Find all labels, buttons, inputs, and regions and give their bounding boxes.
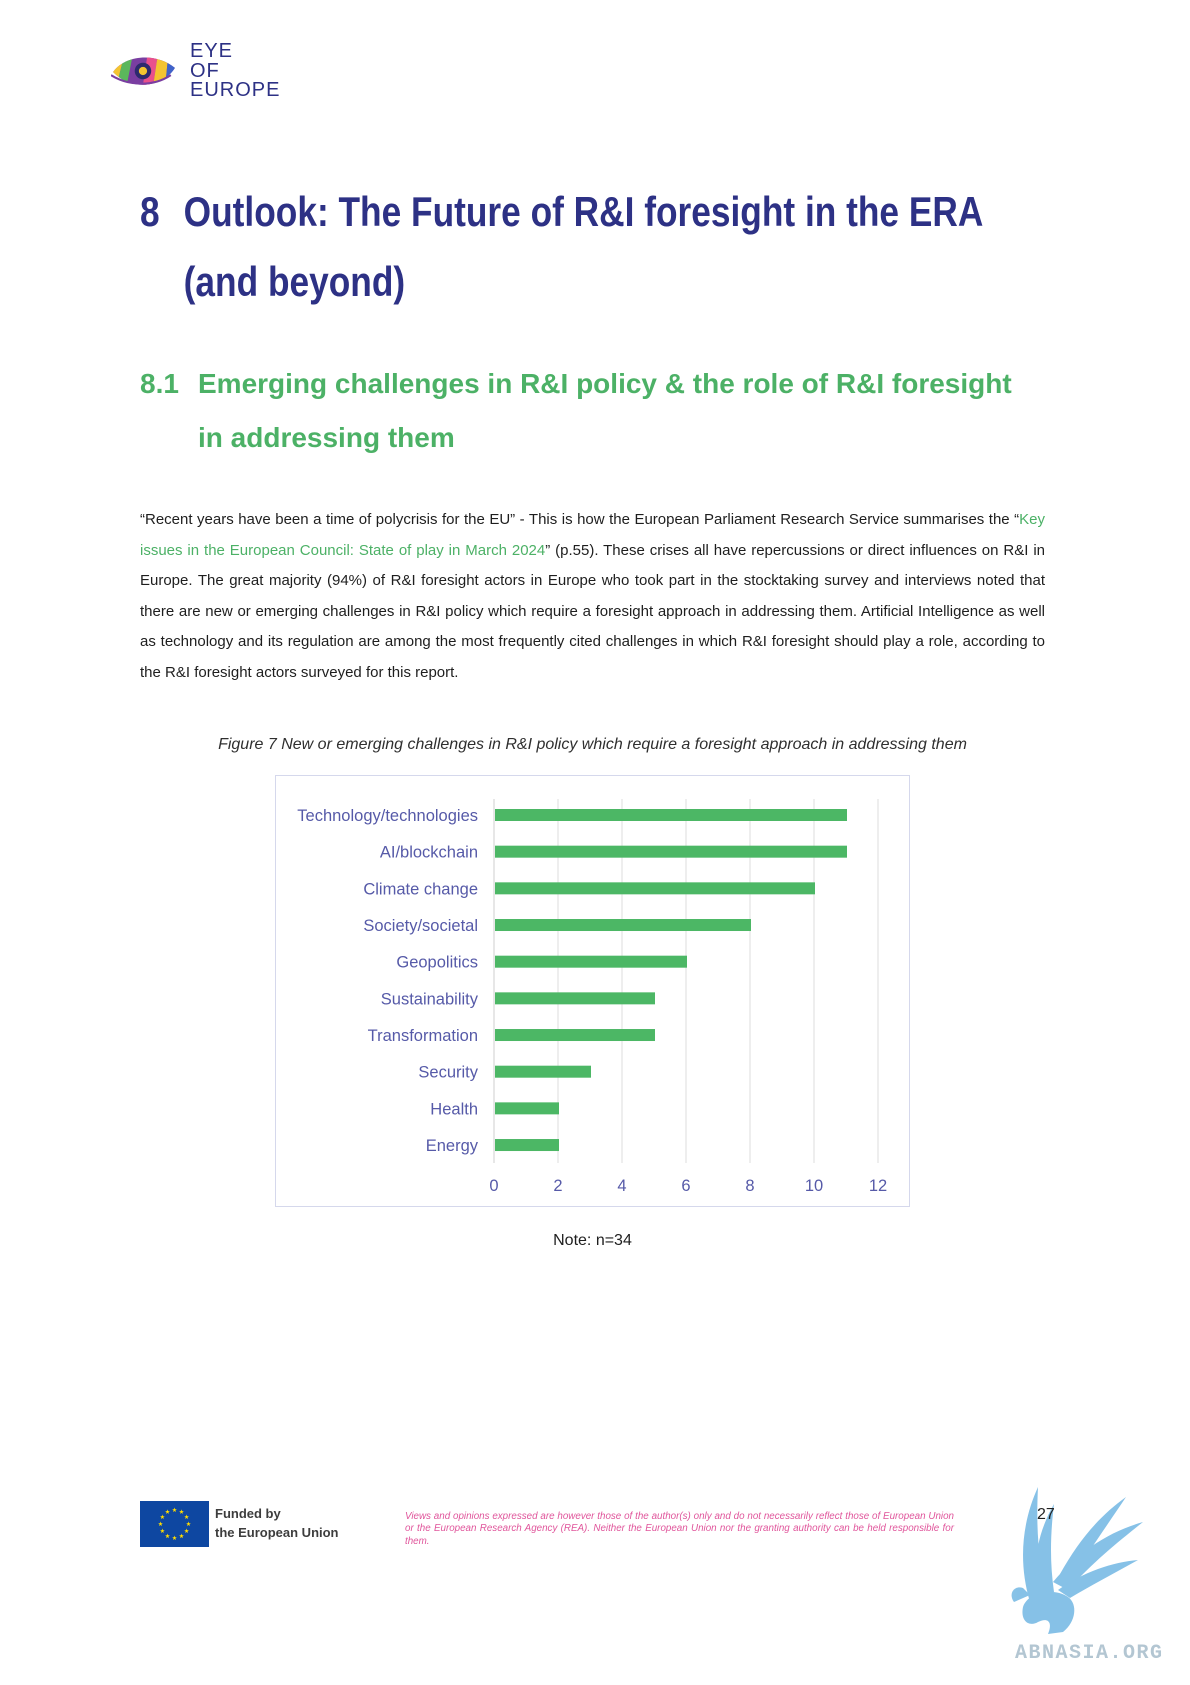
logo-line-of: OF — [190, 59, 220, 82]
griffin-watermark-icon — [1011, 1487, 1143, 1634]
funded-by-label: Funded by the European Union — [215, 1504, 339, 1542]
x-tick-label: 12 — [869, 1177, 887, 1195]
category-label: Geopolitics — [396, 954, 478, 972]
bar-chart: 0 2 4 6 8 10 12 Technology/technologies AI/block… — [275, 775, 910, 1207]
bar — [495, 919, 751, 932]
bar — [495, 1065, 591, 1078]
bar — [495, 845, 847, 858]
watermark-text: ABNASIA.ORG — [1015, 1642, 1164, 1665]
section-title: Outlook: The Future of R&I foresight in … — [183, 188, 983, 305]
x-tick-label: 0 — [489, 1177, 498, 1195]
subsection-heading: 8.1 Emerging challenges in R&I policy & … — [140, 357, 1033, 465]
eu-disclaimer: Views and opinions expressed are however… — [405, 1511, 954, 1547]
subsection-title: Emerging challenges in R&I policy & the … — [198, 368, 1012, 453]
logo-wordmark: EYE OF EUROPE — [190, 40, 281, 101]
bar — [495, 992, 655, 1005]
council-report-link[interactable]: Key issues in the European Council: Stat… — [140, 511, 1045, 559]
category-label: Climate change — [363, 880, 478, 898]
category-label: Transformation — [368, 1027, 478, 1045]
x-tick-label: 2 — [553, 1177, 562, 1195]
category-label: AI/blockchain — [380, 844, 478, 862]
eu-flag-icon — [140, 1501, 209, 1547]
x-tick-label: 6 — [681, 1177, 690, 1195]
bar — [495, 955, 687, 968]
bar — [495, 1139, 559, 1152]
bar — [495, 1029, 655, 1042]
eye-of-europe-logo-icon — [111, 57, 175, 85]
category-label: Energy — [426, 1137, 479, 1155]
category-label: Technology/technologies — [297, 807, 478, 825]
body-text-rest: ” (p.55). These crises all have repercus… — [140, 541, 1046, 681]
section-heading: 8 Outlook: The Future of R&I foresight i… — [140, 177, 1007, 317]
category-label: Security — [418, 1064, 478, 1082]
x-tick-label: 4 — [617, 1177, 626, 1195]
x-tick-label: 8 — [745, 1177, 754, 1195]
logo-line-europe: EUROPE — [190, 79, 281, 101]
bar — [495, 1102, 559, 1115]
bar — [495, 882, 815, 895]
figure-note: Note: n=34 — [553, 1232, 632, 1249]
logo-line-eye: EYE — [190, 40, 234, 62]
body-paragraph: “Recent years have been a time of polycr… — [140, 505, 1045, 688]
subsection-number: 8.1 — [140, 368, 179, 399]
page-number: 27 — [1037, 1506, 1055, 1523]
funded-line-2: the European Union — [215, 1525, 339, 1540]
category-label: Society/societal — [363, 917, 478, 935]
bar-chart-svg: 0 2 4 6 8 10 12 Technology/technologies AI/block… — [297, 799, 887, 1195]
funded-line-1: Funded by — [215, 1506, 281, 1521]
x-tick-label: 10 — [805, 1177, 823, 1195]
bar — [495, 809, 847, 821]
category-label: Sustainability — [381, 990, 479, 1008]
body-text-intro: “Recent years have been a time of polycr… — [140, 511, 1020, 528]
section-number: 8 — [140, 188, 160, 235]
category-label: Health — [430, 1100, 478, 1118]
figure-caption: Figure 7 New or emerging challenges in R… — [218, 736, 967, 753]
